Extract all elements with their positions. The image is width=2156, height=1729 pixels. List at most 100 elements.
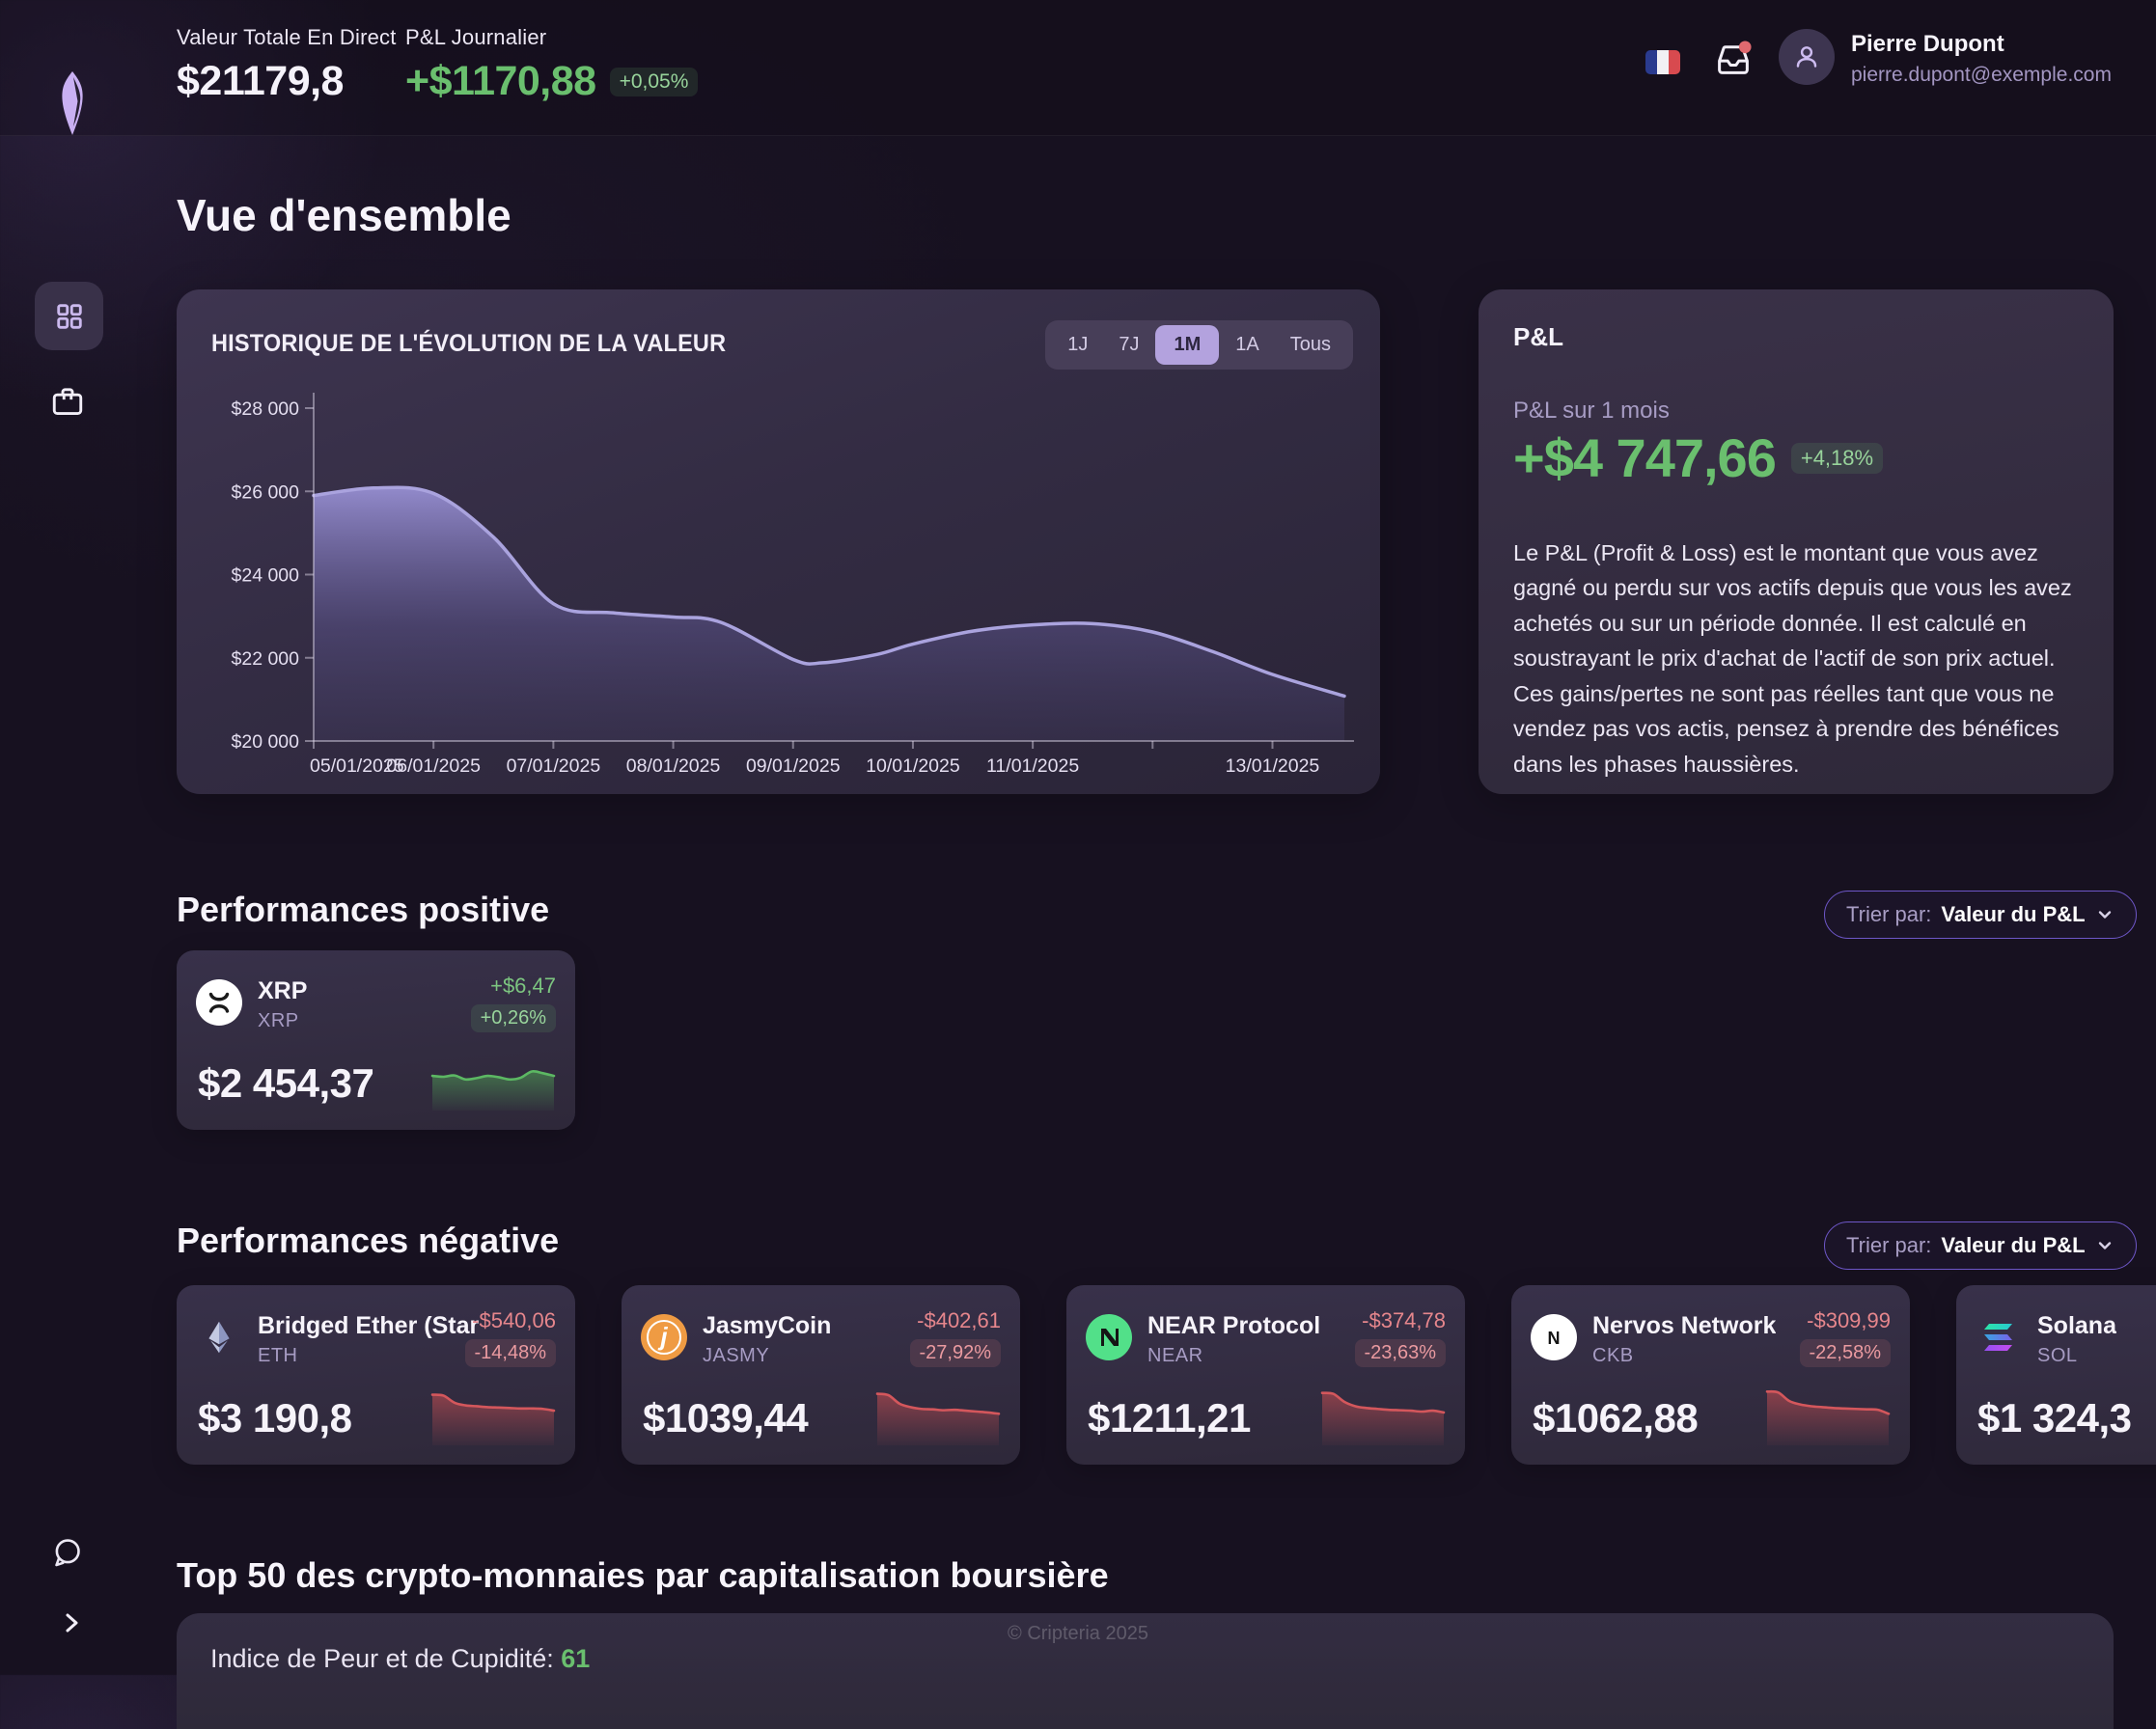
range-button-7d[interactable]: 7J [1119,334,1140,355]
asset-pnl: -$540,06 [472,1308,556,1332]
sol-icon [1976,1314,2022,1360]
asset-symbol: XRP [258,1010,299,1031]
inbox-icon [1718,41,1752,74]
asset-sparkline [1765,1389,1891,1445]
svg-text:08/01/2025: 08/01/2025 [626,755,721,777]
svg-text:$24 000: $24 000 [232,565,300,587]
asset-sparkline [1320,1391,1446,1445]
range-button-1d[interactable]: 1J [1067,334,1089,355]
range-button-1y[interactable]: 1A [1235,334,1259,355]
asset-name: XRP [258,977,308,1004]
daily-pnl-label: P&L Journalier [405,25,547,49]
chat-button[interactable] [48,1534,85,1576]
user-email: pierre.dupont@exemple.com [1851,64,2112,86]
sort-label: Trier par: [1846,1233,1932,1257]
total-value-label: Valeur Totale En Direct [177,25,397,49]
chevron-down-icon [2098,1242,2111,1249]
inbox-button[interactable] [1711,37,1755,86]
negative-section-title: Performances négative [177,1221,560,1260]
asset-pnl: -$402,61 [917,1308,1001,1332]
app-logo[interactable] [39,66,106,143]
pnl-description: Le P&L (Profit & Loss) est le montant qu… [1513,540,2072,777]
asset-card-xrp[interactable]: XRP XRP +$6,47 +0,26% $2 454,37 [177,950,575,1130]
jasmy-icon: j [641,1314,687,1360]
portfolio-briefcase-icon [52,388,83,415]
xrp-icon [196,979,242,1026]
asset-value: $1211,21 [1088,1395,1251,1441]
asset-pct-badge: -22,58% [1799,1339,1891,1367]
chart-title: HISTORIQUE DE L'ÉVOLUTION DE LA VALEUR [211,330,727,357]
pnl-value: +$4 747,66 [1513,427,1777,488]
asset-sparkline [875,1392,1001,1445]
svg-text:$26 000: $26 000 [232,481,300,503]
ckb-icon: N [1531,1314,1577,1360]
positive-sort-dropdown[interactable]: Trier par: Valeur du P&L [1824,891,2137,939]
asset-name: NEAR Protocol [1147,1312,1321,1339]
asset-value: $1 324,3 [1977,1395,2132,1441]
pnl-subtitle: P&L sur 1 mois [1513,398,1670,424]
asset-value: $1062,88 [1533,1395,1699,1441]
svg-text:13/01/2025: 13/01/2025 [1226,755,1320,777]
asset-pnl: -$309,99 [1807,1308,1891,1332]
asset-card-near[interactable]: NEAR Protocol NEAR -$374,78 -23,63% $121… [1066,1285,1465,1465]
asset-value: $3 190,8 [198,1395,352,1441]
chat-bubble-icon [55,1539,80,1567]
asset-card-sol[interactable]: Solana SOL $1 324,3 [1956,1285,2156,1465]
value-history-chart: $20 000 $22 000 $24 000 $26 000 $28 000 05/01… [232,393,1354,777]
near-icon [1086,1314,1132,1360]
asset-card-eth[interactable]: Bridged Ether (Star… ETH -$540,06 -14,48… [177,1285,575,1465]
range-button-all[interactable]: Tous [1289,334,1331,355]
range-button-1m[interactable]: 1M [1155,325,1220,365]
chevron-right-icon [66,1613,78,1633]
asset-symbol: JASMY [703,1345,770,1366]
asset-symbol: CKB [1592,1345,1634,1366]
language-flag-icon[interactable] [1645,50,1680,74]
eth-icon [196,1314,242,1360]
chevron-down-icon [2098,911,2111,919]
daily-pnl-stat: P&L Journalier +$1170,88 +0,05% [405,25,699,105]
svg-text:11/01/2025: 11/01/2025 [986,755,1079,777]
asset-name: Bridged Ether (Star… [258,1312,480,1339]
svg-text:$20 000: $20 000 [232,731,300,753]
notification-dot [1738,41,1752,54]
copyright-text: © Cripteria 2025 [1008,1623,1148,1644]
sort-label: Trier par: [1846,902,1932,926]
range-switcher: 1J 7J 1M 1A Tous [1045,320,1353,370]
pnl-card: P&L P&L sur 1 mois +$4 747,66 +4,18% Le … [1479,289,2114,794]
fear-greed-index: Indice de Peur et de Cupidité: 61 [210,1644,590,1674]
svg-text:05/01/2025: 05/01/2025 [310,755,404,777]
asset-card-ckb[interactable]: N Nervos Network CKB -$309,99 -22,58% $1… [1511,1285,1910,1465]
svg-text:10/01/2025: 10/01/2025 [866,755,960,777]
user-name: Pierre Dupont [1851,31,2004,57]
page-title: Vue d'ensemble [177,190,511,240]
daily-pnl-pct-badge: +0,05% [609,67,699,96]
asset-pct-badge: -23,63% [1354,1339,1446,1367]
sort-value: Valeur du P&L [1941,1233,2086,1257]
svg-text:j: j [657,1322,668,1351]
asset-pct-badge: +0,26% [470,1004,556,1032]
asset-name: Nervos Network [1592,1312,1777,1339]
value-history-card: HISTORIQUE DE L'ÉVOLUTION DE LA VALEUR 1… [177,289,1380,794]
daily-pnl-value: +$1170,88 [405,58,596,104]
asset-name: Solana [2037,1312,2116,1339]
user-info[interactable]: Pierre Dupont pierre.dupont@exemple.com [1851,31,2112,87]
sidebar-item-portfolio[interactable] [48,382,87,425]
user-avatar[interactable] [1779,29,1835,85]
negative-sort-dropdown[interactable]: Trier par: Valeur du P&L [1824,1221,2137,1270]
svg-text:09/01/2025: 09/01/2025 [746,755,841,777]
asset-pnl: -$374,78 [1362,1308,1446,1332]
dashboard-grid-icon [56,303,82,329]
gem-logo-icon [62,71,83,135]
user-icon [1796,46,1817,68]
svg-text:07/01/2025: 07/01/2025 [507,755,601,777]
svg-text:$22 000: $22 000 [232,648,300,670]
sidebar-item-dashboard[interactable] [35,282,103,350]
sort-value: Valeur du P&L [1941,902,2086,926]
fear-greed-label: Indice de Peur et de Cupidité: [210,1644,554,1673]
asset-value: $1039,44 [643,1395,809,1441]
svg-text:N: N [1548,1329,1561,1348]
positive-section-title: Performances positive [177,890,550,929]
asset-card-jasmy[interactable]: j JasmyCoin JASMY -$402,61 -27,92% $1039… [622,1285,1020,1465]
sidebar-expand-button[interactable] [56,1607,87,1643]
